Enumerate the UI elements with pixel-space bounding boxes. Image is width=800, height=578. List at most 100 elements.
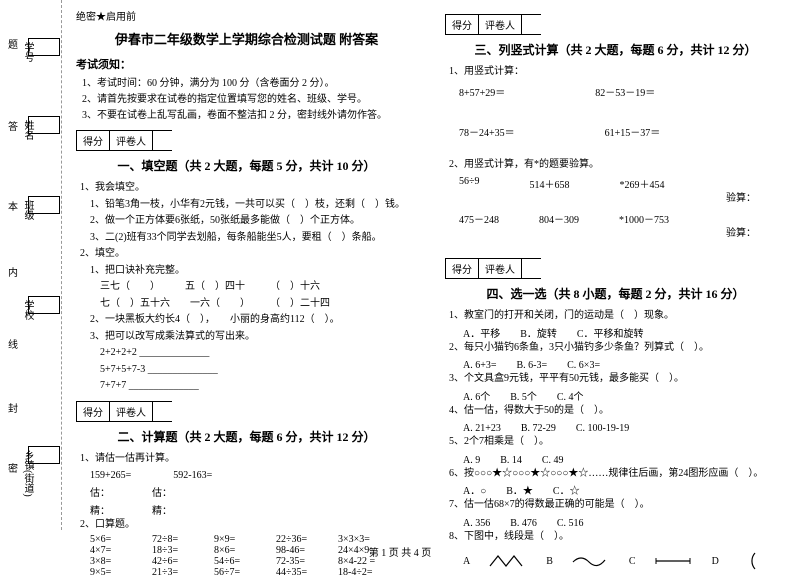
s4q2: 2、每只小猫钓6条鱼，3只小猫钓多少条鱼？列算式（ ）。 <box>449 340 786 357</box>
cell: 44÷35= <box>276 567 338 578</box>
grader-label: 评卷人 <box>110 131 153 150</box>
expr: 61+15－37＝ <box>605 124 661 139</box>
section3-title: 三、列竖式计算（共 2 大题，每题 6 分，共计 12 分） <box>445 41 786 58</box>
cell: 72÷8= <box>152 534 214 545</box>
q2b: 2、一块黑板大约长4（ ）， 小丽的身高约112（ ）。 <box>90 312 417 329</box>
score-label: 得分 <box>446 15 479 34</box>
exam-title: 伊春市二年级数学上学期综合检测试题 附答案 <box>76 29 417 48</box>
expr: 592-163= <box>173 470 212 481</box>
est-row: 精： 精： <box>90 502 417 517</box>
page-content: 绝密★启用前 伊春市二年级数学上学期综合检测试题 附答案 考试须知： 1、考试时… <box>62 0 800 530</box>
score-box: 得分 评卷人 <box>445 14 541 35</box>
s4q4o: A. 21+23 B. 72-29 C. 100-19-19 <box>463 419 786 434</box>
q2c1: 2+2+2+2 ______________ <box>100 345 417 362</box>
q2a2: 七（ ）五十六 一六（ ） （ ）二十四 <box>100 296 417 313</box>
grader-label: 评卷人 <box>479 259 522 278</box>
q2: 2、填空。 <box>80 246 417 263</box>
score-box: 得分 评卷人 <box>445 258 541 279</box>
section4-title: 四、选一选（共 8 小题，每题 2 分，共计 16 分） <box>445 285 786 302</box>
expr: 82－53－19＝ <box>595 84 655 99</box>
expr: 804－309 <box>539 211 579 226</box>
s4q4: 4、估一估，得数大于50的是（ ）。 <box>449 403 786 420</box>
expr: 475－248 <box>459 211 499 226</box>
vert-row: 78－24+35＝ 61+15－37＝ <box>459 124 786 139</box>
s4q5: 5、2个7相乘是（ ）。 <box>449 434 786 451</box>
s3q2: 2、用竖式计算，有*的题要验算。 <box>449 157 786 174</box>
gu-label: 估： <box>152 484 172 499</box>
s4q8: 8、下图中，线段是（ ）。 <box>449 529 786 546</box>
score-label: 得分 <box>77 402 110 421</box>
s3q1: 1、用竖式计算： <box>449 64 786 81</box>
side-box-name <box>28 116 60 134</box>
jing-label: 精： <box>90 502 110 517</box>
calc-grid-row: 5×6=72÷8=9×9=22÷36=3×3×3= <box>90 534 417 545</box>
edge-char: 答 <box>8 118 18 133</box>
score-label: 得分 <box>77 131 110 150</box>
section1-title: 一、填空题（共 2 大题，每题 5 分，共计 10 分） <box>76 157 417 174</box>
cell: 9×5= <box>90 567 152 578</box>
q1c: 3、二(2)班有33个同学去划船，每条船能坐5人，要租（ ）条船。 <box>90 230 417 247</box>
notice-item: 3、不要在试卷上乱写乱画，卷面不整洁扣 2 分，密封线外请勿作答。 <box>82 108 417 124</box>
grader-label: 评卷人 <box>110 402 153 421</box>
cell: 21÷3= <box>152 567 214 578</box>
s4q6: 6、按○○○★☆○○○★☆○○○★☆……规律往后画，第24图形应画（ ）。 <box>449 466 786 483</box>
edge-char: 线 <box>8 336 18 351</box>
s4q2o: A. 6+3= B. 6-3= C. 6×3= <box>463 356 786 371</box>
expr: 56÷9 <box>459 176 480 191</box>
vert-row: 475－248 804－309 *1000－753 <box>459 211 786 226</box>
edge-char: 题 <box>8 36 18 51</box>
verify-label: 验算： <box>449 226 756 243</box>
grader-label: 评卷人 <box>479 15 522 34</box>
s4q3o: A. 6个 B. 5个 C. 4个 <box>463 388 786 403</box>
est-row: 估： 估： <box>90 484 417 499</box>
verify-label: 验算： <box>449 191 756 208</box>
vert-row: 56÷9 514＋658 *269＋454 <box>459 176 786 191</box>
section2-title: 二、计算题（共 2 大题，每题 6 分，共计 12 分） <box>76 428 417 445</box>
expr: *1000－753 <box>619 211 669 226</box>
s4q3: 3、个文具盒9元钱，平平有50元钱，最多能买（ ）。 <box>449 371 786 388</box>
s4q5o: A. 9 B. 14 C. 49 <box>463 451 786 466</box>
gu-label: 估： <box>90 484 110 499</box>
score-label: 得分 <box>446 259 479 278</box>
expr: 78－24+35＝ <box>459 124 515 139</box>
q1: 1、我会填空。 <box>80 180 417 197</box>
cell: 22÷36= <box>276 534 338 545</box>
expr: 159+265= <box>90 470 131 481</box>
edge-char: 密 <box>8 460 18 475</box>
score-box: 得分 评卷人 <box>76 130 172 151</box>
page-footer: 第 1 页 共 4 页 <box>0 544 800 559</box>
expr: 8+57+29＝ <box>459 84 505 99</box>
edge-char: 内 <box>8 264 18 279</box>
q1b: 2、做一个正方体要6张纸，50张纸最多能做（ ）个正方体。 <box>90 213 417 230</box>
side-box-class <box>28 196 60 214</box>
score-box: 得分 评卷人 <box>76 401 172 422</box>
confidential-mark: 绝密★启用前 <box>76 8 417 23</box>
q2c: 3、把可以改写成乘法算式的写出来。 <box>90 329 417 346</box>
q2a1: 三七（ ） 五（ ）四十 （ ）十六 <box>100 279 417 296</box>
q2a: 1、把口诀补充完整。 <box>90 263 417 280</box>
s4q1o: A．平移 B．旋转 C．平移和旋转 <box>463 325 786 340</box>
cell: 5×6= <box>90 534 152 545</box>
jing-label: 精： <box>152 502 172 517</box>
left-column: 绝密★启用前 伊春市二年级数学上学期综合检测试题 附答案 考试须知： 1、考试时… <box>62 0 431 530</box>
notice-list: 1、考试时间：60 分钟，满分为 100 分（含卷面分 2 分）。 2、请首先按… <box>82 76 417 124</box>
est-row: 159+265= 592-163= <box>90 470 417 481</box>
s4q1: 1、教室门的打开和关闭，门的运动是（ ）现象。 <box>449 308 786 325</box>
calc-grid-row: 9×5=21÷3=56÷7=44÷35=18-4÷2= <box>90 567 417 578</box>
notice-head: 考试须知： <box>76 56 417 72</box>
s4q7: 7、估一估68×7的得数最正确的可能是（ ）。 <box>449 497 786 514</box>
expr: *269＋454 <box>620 176 665 191</box>
s4q7o: A. 356 B. 476 C. 516 <box>463 514 786 529</box>
q1a: 1、铅笔3角一枝，小华有2元钱，一共可以买（ ）枝，还剩（ ）钱。 <box>90 197 417 214</box>
edge-char: 本 <box>8 198 18 213</box>
binding-sidebar: 学号 姓名 班级 学校 乡镇(街道) 题 答 本 内 线 封 密 <box>0 0 62 530</box>
cell: 3×3×3= <box>338 534 400 545</box>
s2q2: 2、口算题。 <box>80 517 417 534</box>
cell: 56÷7= <box>214 567 276 578</box>
side-box-id <box>28 38 60 56</box>
notice-item: 1、考试时间：60 分钟，满分为 100 分（含卷面分 2 分）。 <box>82 76 417 92</box>
q2c3: 7+7+7 ______________ <box>100 378 417 395</box>
notice-item: 2、请首先按要求在试卷的指定位置填写您的姓名、班级、学号。 <box>82 92 417 108</box>
cell: 18-4÷2= <box>338 567 400 578</box>
vert-row: 8+57+29＝ 82－53－19＝ <box>459 84 786 99</box>
